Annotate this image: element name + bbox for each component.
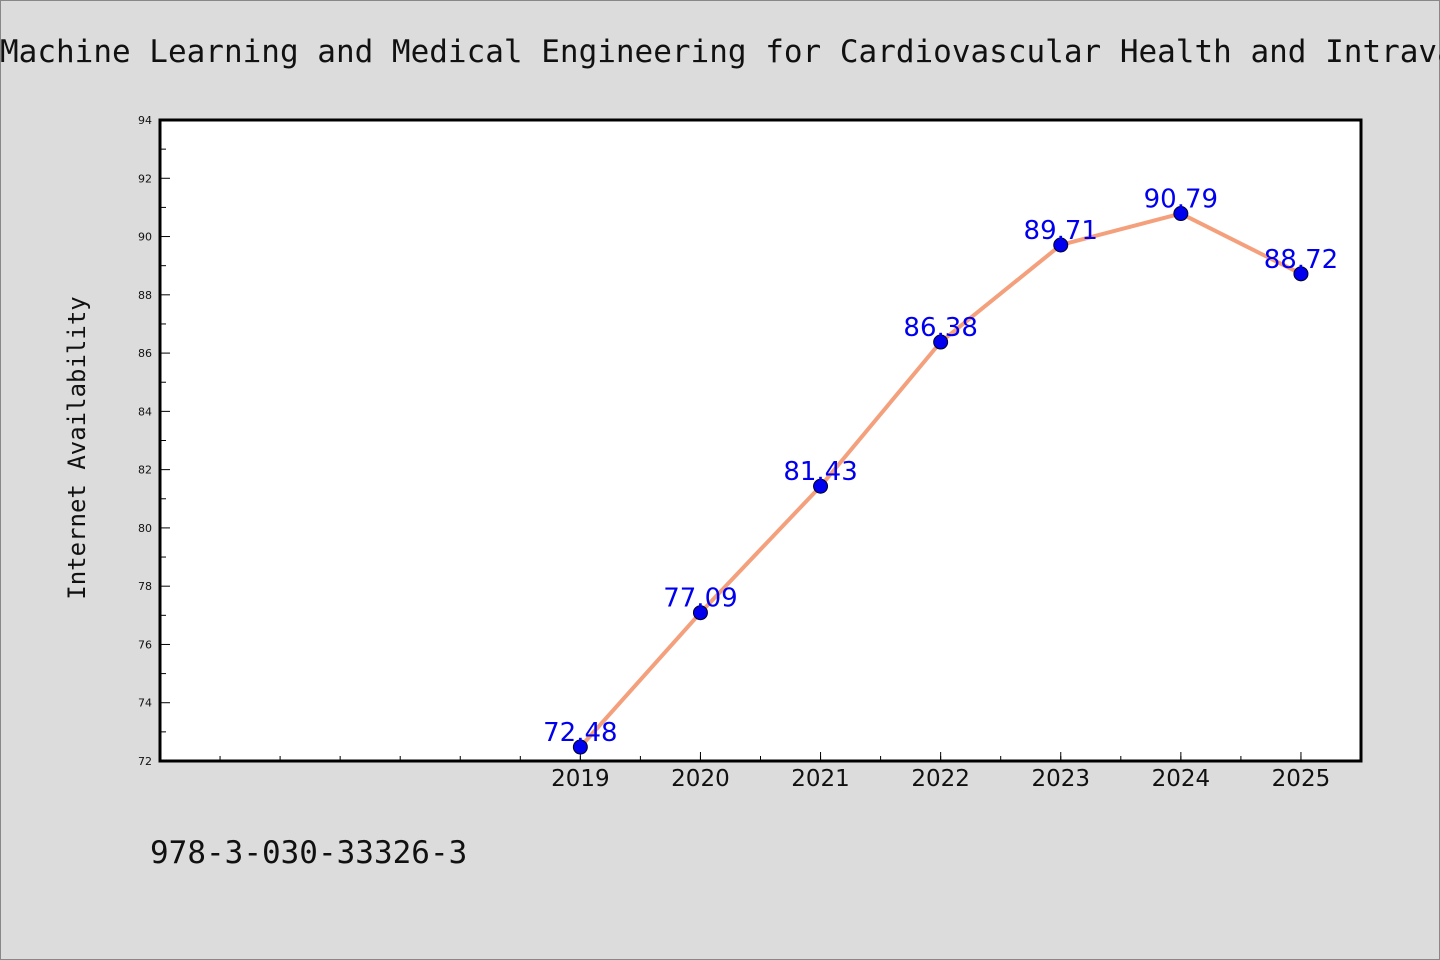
- data-label: 81.43: [783, 457, 857, 487]
- data-label: 88.72: [1264, 245, 1338, 275]
- x-tick-label: 2024: [1152, 766, 1211, 792]
- isbn-text: 978-3-030-33326-3: [150, 835, 468, 871]
- data-point: [813, 478, 829, 494]
- y-axis: 72 74 76 78 80 82 84 86 88 90 92 94: [138, 114, 170, 768]
- x-axis: 2019 2020 2021 2022 2023 2024 2025: [159, 752, 1362, 792]
- y-tick-label: 72: [138, 755, 152, 768]
- y-tick-label: 86: [138, 347, 152, 360]
- data-point: [1173, 206, 1189, 222]
- data-labels: 72.48 77.09 81.43 86.38 89.71 90.79 88.72: [543, 185, 1338, 748]
- data-point: [1293, 266, 1309, 282]
- data-point: [933, 334, 949, 350]
- x-tick-label: 2023: [1031, 766, 1090, 792]
- x-tick-label: 2021: [791, 766, 850, 792]
- data-point: [572, 739, 588, 755]
- x-tick-label: 2019: [551, 766, 610, 792]
- y-tick-label: 74: [138, 697, 152, 710]
- y-tick-label: 84: [138, 405, 152, 418]
- y-tick-label: 88: [138, 289, 152, 302]
- chart-title: Machine Learning and Medical Engineering…: [0, 34, 1440, 70]
- y-tick-label: 94: [138, 114, 152, 127]
- data-point: [692, 605, 708, 621]
- data-label: 89.71: [1024, 216, 1098, 246]
- y-tick-label: 90: [138, 231, 152, 244]
- data-label: 72.48: [543, 718, 617, 748]
- y-axis-label: Internet Availability: [63, 296, 91, 599]
- plot-area: [158, 118, 1363, 763]
- x-tick-label: 2020: [671, 766, 730, 792]
- data-label: 77.09: [663, 584, 737, 614]
- y-tick-label: 92: [138, 172, 152, 185]
- y-tick-label: 76: [138, 638, 152, 651]
- data-points: [572, 206, 1309, 755]
- y-tick-label: 80: [138, 522, 152, 535]
- data-label: 86.38: [903, 313, 977, 343]
- data-label: 90.79: [1144, 185, 1218, 215]
- data-point: [1053, 237, 1069, 253]
- y-tick-label: 78: [138, 580, 152, 593]
- y-tick-label: 82: [138, 464, 152, 477]
- x-tick-label: 2025: [1272, 766, 1331, 792]
- x-tick-label: 2022: [911, 766, 970, 792]
